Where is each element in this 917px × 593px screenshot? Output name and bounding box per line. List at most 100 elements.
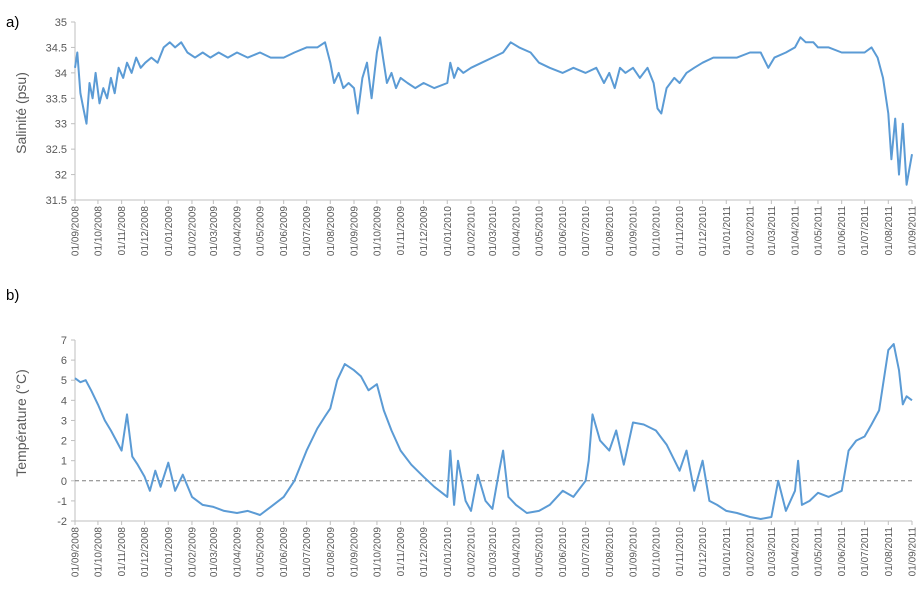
x-tick-label: 01/11/2008 [117,527,128,577]
x-tick-label: 01/10/2010 [651,527,662,577]
x-tick-label: 01/04/2010 [512,527,523,577]
salinity-axis-label: Salinité (psu) [13,72,29,154]
temperature-axis-label: Température (°C) [13,369,29,477]
panel-label-a: a) [6,14,19,31]
x-tick-label: 01/08/2009 [326,206,337,256]
y-tick-label: 7 [61,335,67,347]
x-tick-label: 01/10/2009 [372,527,383,577]
x-tick-label: 01/03/2009 [209,206,220,256]
x-tick-label: 01/09/2010 [629,206,640,256]
x-tick-label: 01/07/2009 [302,527,313,577]
x-tick-label: 01/12/2010 [698,206,709,256]
x-tick-label: 01/07/2011 [860,206,871,256]
x-tick-label: 01/11/2009 [396,206,407,256]
x-tick-label: 01/10/2008 [93,206,104,256]
x-tick-label: 01/09/2008 [71,206,82,256]
x-tick-label: 01/06/2010 [558,206,569,256]
x-tick-label: 01/10/2009 [372,206,383,256]
temperature-y-ticks: 7 6 5 4 3 2 1 0 -1 -2 [57,335,75,528]
x-tick-label: 01/05/2009 [255,206,266,256]
x-tick-label: 01/07/2011 [860,527,871,577]
x-tick-label: 01/04/2009 [233,527,244,577]
temperature-series-line [74,343,913,520]
y-tick-label: 1 [61,456,67,468]
y-tick-label: 33 [55,119,67,131]
salinity-series-line [74,36,913,186]
salinity-x-ticks: 01/09/2008 01/10/2008 01/11/2008 01/12/2008… [71,200,917,256]
x-tick-label: 01/09/2010 [629,527,640,577]
x-tick-label: 01/12/2008 [140,527,151,577]
x-tick-label: 01/01/2010 [443,206,454,256]
x-tick-label: 01/06/2011 [837,206,848,256]
y-tick-label: 0 [61,476,67,488]
x-tick-label: 01/02/2009 [187,206,198,256]
x-tick-label: 01/03/2011 [767,527,778,577]
x-tick-label: 01/12/2010 [698,527,709,577]
x-tick-label: 01/12/2009 [419,527,430,577]
x-tick-label: 01/12/2008 [140,206,151,256]
y-tick-label: -1 [57,496,67,508]
x-tick-label: 01/11/2008 [117,206,128,256]
x-tick-label: 01/11/2010 [675,527,686,577]
y-tick-label: 3 [61,415,67,427]
y-tick-label: 2 [61,436,67,448]
x-tick-label: 01/05/2010 [534,527,545,577]
y-tick-label: 32.5 [46,144,67,156]
x-tick-label: 01/07/2010 [581,206,592,256]
x-tick-label: 01/02/2009 [187,527,198,577]
y-tick-label: 33.5 [46,93,67,105]
x-tick-label: 01/08/2010 [605,527,616,577]
x-tick-label: 01/06/2009 [279,527,290,577]
x-tick-label: 01/09/2011 [908,527,917,577]
y-tick-label: 34 [55,68,67,80]
y-tick-label: 32 [55,170,67,182]
x-tick-label: 01/01/2011 [722,206,733,256]
x-tick-label: 01/05/2011 [813,527,824,577]
x-tick-label: 01/09/2009 [350,206,361,256]
panel-b-temperature: b) Température (°C) 7 6 5 4 3 2 1 0 -1 -2 01/09/2… [6,287,917,577]
y-tick-label: -2 [57,516,67,528]
x-tick-label: 01/08/2009 [326,527,337,577]
x-tick-label: 01/09/2008 [71,527,82,577]
y-tick-label: 31.5 [46,195,67,207]
y-tick-label: 34.5 [46,42,67,54]
x-tick-label: 01/08/2011 [884,206,895,256]
x-tick-label: 01/06/2009 [279,206,290,256]
x-tick-label: 01/03/2010 [488,206,499,256]
x-tick-label: 01/09/2009 [350,527,361,577]
x-tick-label: 01/06/2010 [558,527,569,577]
x-tick-label: 01/05/2010 [534,206,545,256]
x-tick-label: 01/03/2009 [209,527,220,577]
x-tick-label: 01/04/2009 [233,206,244,256]
x-tick-label: 01/05/2011 [813,206,824,256]
y-tick-label: 35 [55,17,67,29]
x-tick-label: 01/11/2010 [675,206,686,256]
y-tick-label: 4 [61,395,67,407]
x-tick-label: 01/08/2010 [605,206,616,256]
temperature-x-ticks: 01/09/2008 01/10/2008 01/11/2008 01/12/2008… [71,521,917,577]
x-tick-label: 01/01/2011 [722,527,733,577]
x-tick-label: 01/03/2010 [488,527,499,577]
x-tick-label: 01/02/2010 [466,206,477,256]
x-tick-label: 01/02/2011 [745,527,756,577]
x-tick-label: 01/04/2011 [791,527,802,577]
panel-a-salinity: a) Salinité (psu) 35 34.5 34 33.5 33 32.5 32 31… [6,14,917,256]
x-tick-label: 01/06/2011 [837,527,848,577]
salinity-y-ticks: 35 34.5 34 33.5 33 32.5 32 31.5 [46,17,75,207]
x-tick-label: 01/08/2011 [884,527,895,577]
x-tick-label: 01/04/2011 [791,206,802,256]
y-tick-label: 6 [61,355,67,367]
x-tick-label: 01/12/2009 [419,206,430,256]
x-tick-label: 01/02/2010 [466,527,477,577]
x-tick-label: 01/01/2009 [164,206,175,256]
x-tick-label: 01/05/2009 [255,527,266,577]
x-tick-label: 01/09/2011 [908,206,917,256]
x-tick-label: 01/01/2010 [443,527,454,577]
x-tick-label: 01/11/2009 [396,527,407,577]
x-tick-label: 01/07/2010 [581,527,592,577]
x-tick-label: 01/07/2009 [302,206,313,256]
y-tick-label: 5 [61,375,67,387]
panel-label-b: b) [6,287,19,304]
x-tick-label: 01/10/2008 [93,527,104,577]
